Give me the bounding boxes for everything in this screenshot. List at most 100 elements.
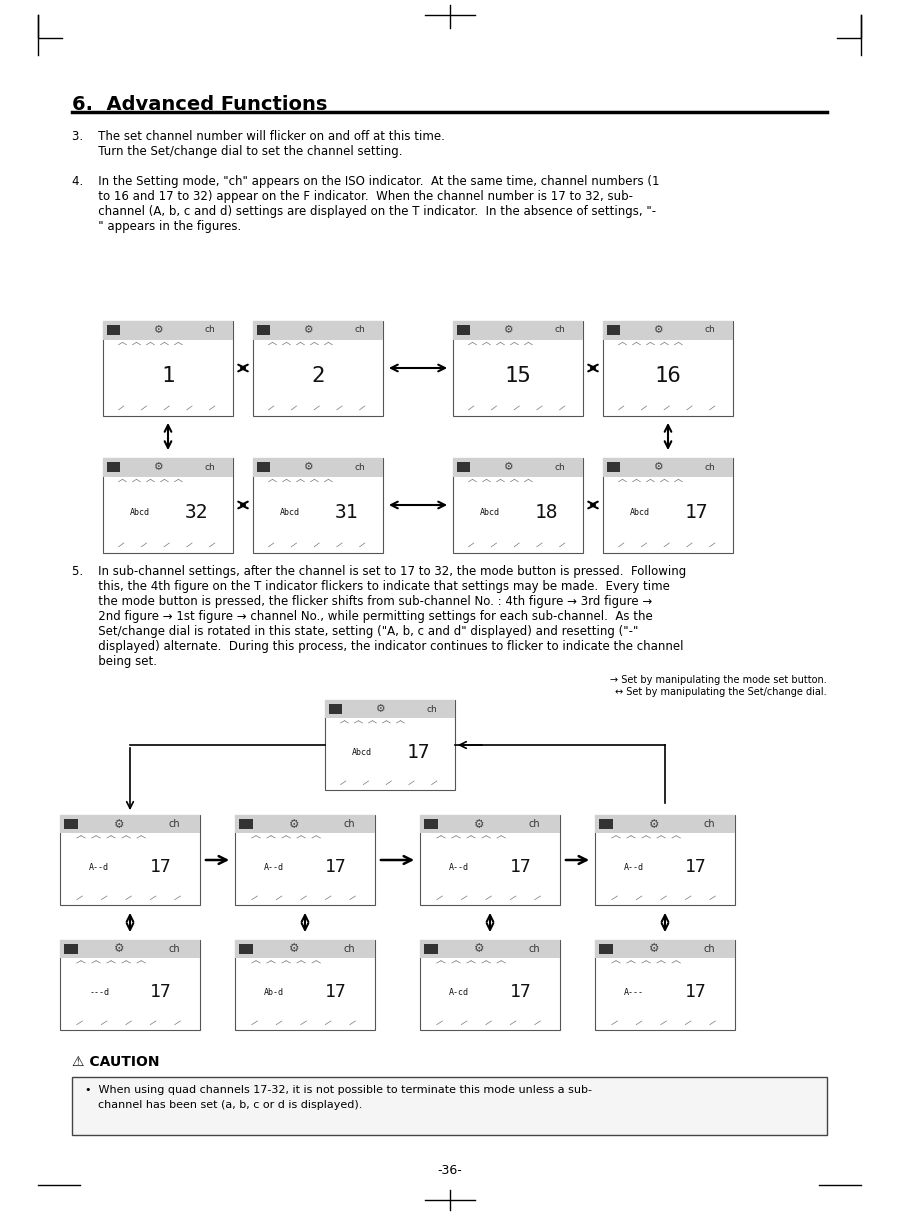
Bar [60, 940, 200, 1030]
Bar [64, 819, 78, 829]
Bar [235, 815, 375, 905]
Text: A--d: A--d [264, 863, 284, 871]
Text: ---d: ---d [89, 988, 109, 997]
Bar [235, 815, 375, 832]
Text: displayed) alternate.  During this process, the indicator continues to flicker t: displayed) alternate. During this proces… [72, 640, 683, 654]
Bar [420, 940, 560, 958]
Text: ⚙: ⚙ [474, 818, 484, 830]
Text: being set.: being set. [72, 655, 157, 668]
Text: 1: 1 [161, 365, 174, 386]
Text: 15: 15 [504, 365, 531, 386]
Bar [420, 815, 560, 905]
Text: ⚙: ⚙ [474, 942, 484, 955]
Text: ch: ch [554, 462, 565, 471]
Text: ch: ch [704, 819, 716, 829]
Text: Abcd: Abcd [352, 747, 371, 757]
Bar [325, 700, 455, 718]
Text: ⚙: ⚙ [653, 462, 663, 472]
Text: 17: 17 [510, 858, 531, 876]
Text: 17: 17 [685, 983, 707, 1002]
Bar [603, 320, 733, 340]
Text: " appears in the figures.: " appears in the figures. [72, 220, 241, 232]
Text: Set/change dial is rotated in this state, setting ("A, b, c and d" displayed) an: Set/change dial is rotated in this state… [72, 626, 638, 638]
Text: ⚙: ⚙ [113, 818, 124, 830]
Bar [424, 944, 438, 954]
Text: 17: 17 [325, 983, 347, 1002]
Text: ↔ Set by manipulating the Set/change dial.: ↔ Set by manipulating the Set/change dia… [616, 688, 827, 697]
Text: → Set by manipulating the mode set button.: → Set by manipulating the mode set butto… [610, 675, 827, 685]
Text: ⚙: ⚙ [153, 462, 163, 472]
Bar [603, 458, 733, 477]
Text: 4.    In the Setting mode, "ch" appears on the ISO indicator.  At the same time,: 4. In the Setting mode, "ch" appears on … [72, 175, 660, 187]
Text: ⚙: ⚙ [113, 942, 124, 955]
Bar [60, 815, 200, 832]
Text: 17: 17 [685, 858, 707, 876]
Text: ⚙: ⚙ [503, 462, 512, 472]
Text: ⚠ CAUTION: ⚠ CAUTION [72, 1055, 159, 1069]
Text: ⚙: ⚙ [153, 325, 163, 335]
Bar [595, 940, 735, 958]
Text: Abcd: Abcd [129, 509, 149, 517]
Text: ch: ch [426, 705, 437, 713]
Bar [239, 944, 254, 954]
Bar [103, 320, 233, 340]
Text: A--d: A--d [89, 863, 109, 871]
Bar [420, 815, 560, 832]
Text: 31: 31 [334, 503, 359, 522]
Bar [325, 700, 455, 790]
Text: ⚙: ⚙ [303, 325, 313, 335]
Text: A---: A--- [624, 988, 645, 997]
Bar [607, 325, 620, 335]
Bar [72, 1077, 827, 1135]
Bar [107, 461, 120, 472]
Bar [60, 815, 200, 905]
Bar [253, 320, 383, 415]
Text: 17: 17 [325, 858, 347, 876]
Text: ch: ch [704, 944, 716, 954]
Bar [595, 815, 735, 905]
Text: ch: ch [169, 819, 181, 829]
Text: ch: ch [704, 325, 715, 335]
Text: ⚙: ⚙ [648, 818, 659, 830]
Bar [60, 940, 200, 958]
Text: 2nd figure → 1st figure → channel No., while permitting settings for each sub-ch: 2nd figure → 1st figure → channel No., w… [72, 610, 653, 623]
Text: channel (A, b, c and d) settings are displayed on the T indicator.  In the absen: channel (A, b, c and d) settings are dis… [72, 204, 656, 218]
Bar [595, 815, 735, 832]
Bar [103, 458, 233, 553]
Text: ch: ch [204, 462, 215, 471]
Text: A--d: A--d [624, 863, 645, 871]
Text: ch: ch [554, 325, 565, 335]
Bar [453, 320, 583, 340]
Text: ch: ch [354, 325, 365, 335]
Text: •  When using quad channels 17-32, it is not possible to terminate this mode unl: • When using quad channels 17-32, it is … [85, 1086, 592, 1095]
Text: 32: 32 [185, 503, 209, 522]
Text: Turn the Set/change dial to set the channel setting.: Turn the Set/change dial to set the chan… [72, 145, 403, 158]
Text: 17: 17 [510, 983, 531, 1002]
Text: ch: ch [354, 462, 365, 471]
Text: Ab-d: Ab-d [264, 988, 284, 997]
Bar [253, 320, 383, 340]
Text: 3.    The set channel number will flicker on and off at this time.: 3. The set channel number will flicker o… [72, 130, 445, 144]
Bar [607, 461, 620, 472]
Bar [253, 458, 383, 553]
Bar [420, 940, 560, 1030]
Bar [603, 458, 733, 553]
Text: 17: 17 [685, 503, 708, 522]
Bar [253, 458, 383, 477]
Bar [424, 819, 438, 829]
Text: 6.  Advanced Functions: 6. Advanced Functions [72, 95, 327, 114]
Bar [107, 325, 120, 335]
Text: -36-: -36- [438, 1163, 462, 1177]
Text: ch: ch [344, 944, 356, 954]
Text: ⚙: ⚙ [653, 325, 663, 335]
Text: 5.    In sub-channel settings, after the channel is set to 17 to 32, the mode bu: 5. In sub-channel settings, after the ch… [72, 565, 686, 578]
Bar [235, 940, 375, 958]
Text: 2: 2 [311, 365, 325, 386]
Text: A-cd: A-cd [450, 988, 469, 997]
Text: Abcd: Abcd [629, 509, 649, 517]
Text: A--d: A--d [450, 863, 469, 871]
Bar [239, 819, 254, 829]
Bar [64, 944, 78, 954]
Bar [453, 320, 583, 415]
Text: Abcd: Abcd [280, 509, 299, 517]
